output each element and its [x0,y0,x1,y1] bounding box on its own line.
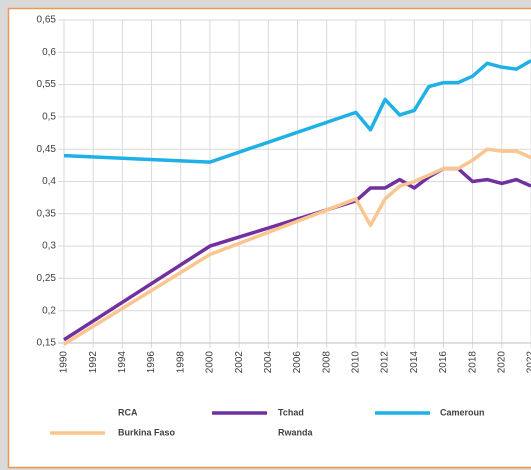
chart-frame [7,7,531,469]
y-tick-label: 0,6 [42,47,56,58]
x-tick-label: 2000 [205,351,216,374]
x-tick-label: 2012 [380,351,391,374]
x-tick-label: 2018 [467,351,478,374]
y-tick-label: 0,55 [37,79,57,90]
x-tick-label: 1996 [146,351,157,374]
x-tick-label: 1994 [117,351,128,374]
x-tick-label: 2004 [263,351,274,374]
x-tick-label: 2020 [496,351,507,374]
x-tick-label: 2022 [526,351,531,374]
x-tick-label: 2006 [292,351,303,374]
x-tick-label: 2002 [234,351,245,374]
x-tick-label: 2010 [351,351,362,374]
legend-label: Tchad [278,407,304,417]
x-tick-label: 1998 [175,351,186,374]
legend-label: RCA [118,407,138,417]
y-tick-label: 0,45 [37,144,57,155]
y-tick-label: 0,65 [37,15,57,26]
y-tick-label: 0,2 [42,305,56,316]
y-tick-label: 0,35 [37,208,57,219]
y-tick-label: 0,4 [42,176,56,187]
y-tick-label: 0,3 [42,241,56,252]
x-tick-label: 2008 [321,351,332,374]
x-tick-label: 2016 [438,351,449,374]
series-line [63,166,531,342]
series-line [63,59,531,164]
y-tick-label: 0,15 [37,338,57,349]
legend-label: Cameroun [440,407,485,417]
x-tick-label: 2014 [409,351,420,374]
series-line [63,147,531,346]
x-tick-label: 1992 [88,351,99,374]
y-tick-label: 0,5 [42,112,56,123]
y-tick-label: 0,25 [37,273,57,284]
legend-label: Burkina Faso [118,427,176,437]
legend-label: Rwanda [278,427,314,437]
x-tick-label: 1990 [59,351,70,374]
